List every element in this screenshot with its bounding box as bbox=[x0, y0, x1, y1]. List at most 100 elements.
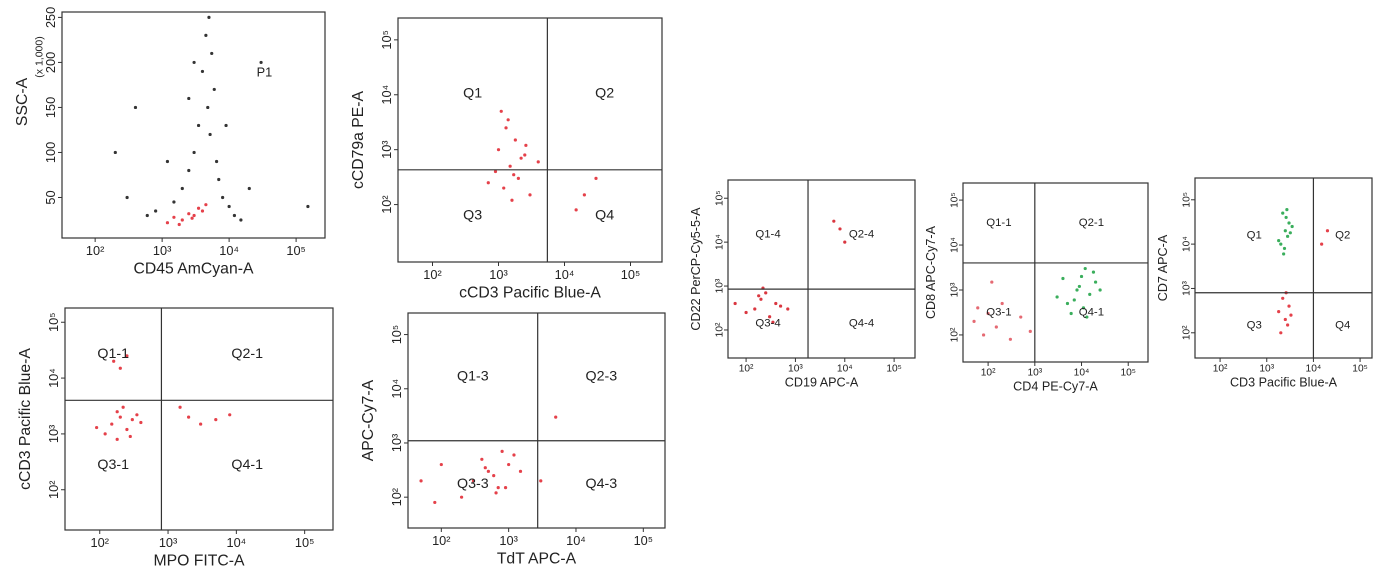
data-point bbox=[528, 193, 532, 197]
data-point bbox=[976, 306, 980, 310]
x-axis-label: CD3 Pacific Blue-A bbox=[1230, 376, 1338, 390]
data-point bbox=[232, 213, 237, 218]
data-point bbox=[471, 479, 476, 483]
y-tick-label: 10⁴ bbox=[46, 368, 61, 388]
data-point bbox=[483, 466, 487, 470]
quadrant-label: Q4-3 bbox=[586, 476, 618, 492]
y-tick-label: 10² bbox=[389, 488, 404, 506]
y-tick-label: 200 bbox=[43, 52, 58, 73]
data-point bbox=[228, 413, 232, 417]
data-point bbox=[582, 193, 586, 197]
data-point bbox=[1290, 224, 1294, 229]
data-point bbox=[486, 181, 490, 185]
gate-label: P1 bbox=[257, 64, 273, 79]
data-point bbox=[1320, 242, 1324, 246]
data-point bbox=[180, 218, 184, 222]
data-point bbox=[843, 240, 847, 244]
x-tick-label: 10⁴ bbox=[1074, 367, 1090, 378]
quadrant-label: Q2 bbox=[1335, 229, 1350, 241]
quadrant-label: Q1 bbox=[1247, 229, 1262, 241]
quadrant-label: Q1-3 bbox=[457, 369, 489, 385]
data-point bbox=[135, 413, 139, 417]
x-tick-label: 10⁴ bbox=[1306, 363, 1322, 374]
quadrant-label: Q3-1 bbox=[986, 306, 1011, 318]
y-tick-label: 10⁵ bbox=[379, 30, 394, 49]
y-tick-label: 10² bbox=[714, 322, 725, 337]
data-point bbox=[121, 405, 125, 409]
data-point bbox=[1282, 246, 1287, 251]
data-point bbox=[145, 213, 149, 218]
data-point bbox=[1286, 323, 1290, 327]
x-tick-label: 10⁴ bbox=[837, 363, 853, 374]
y-axis-label: cCD79a PE-A bbox=[350, 90, 367, 189]
x-axis-label: CD19 APC-A bbox=[785, 376, 859, 390]
plot-frame bbox=[64, 307, 334, 531]
data-point bbox=[192, 213, 196, 218]
x-tick-label: 10² bbox=[981, 367, 996, 378]
data-point bbox=[1091, 270, 1096, 274]
data-point bbox=[1281, 211, 1285, 215]
data-point bbox=[1083, 266, 1087, 271]
y-tick-label: 10⁵ bbox=[389, 325, 404, 344]
data-point bbox=[494, 491, 498, 495]
quadrant-label: Q3 bbox=[1247, 319, 1262, 331]
data-point bbox=[190, 216, 194, 220]
data-point bbox=[753, 307, 757, 311]
data-point bbox=[493, 169, 498, 174]
y-tick-label: 10⁵ bbox=[46, 313, 61, 332]
x-tick-label: 10⁴ bbox=[555, 267, 575, 282]
x-axis-label: CD45 AmCyan-A bbox=[134, 261, 254, 278]
x-tick-label: 10⁵ bbox=[1120, 367, 1136, 378]
x-tick-label: 10³ bbox=[499, 533, 517, 548]
data-point bbox=[1008, 337, 1012, 341]
data-point bbox=[1079, 274, 1084, 279]
data-point bbox=[513, 138, 517, 142]
data-point bbox=[1288, 231, 1292, 235]
data-point bbox=[133, 105, 138, 110]
data-point bbox=[1019, 315, 1023, 319]
y-tick-label: 10⁵ bbox=[949, 192, 960, 208]
quadrant-label: Q4 bbox=[1335, 319, 1350, 331]
data-point bbox=[1065, 301, 1070, 306]
data-point bbox=[1285, 208, 1289, 212]
data-point bbox=[172, 215, 176, 219]
data-point bbox=[199, 422, 203, 426]
data-point bbox=[1093, 280, 1098, 284]
data-point bbox=[187, 212, 191, 216]
y-tick-label: 50 bbox=[43, 190, 58, 204]
data-point bbox=[759, 297, 763, 301]
quadrant-label: Q1 bbox=[463, 86, 482, 102]
x-tick-label: 10³ bbox=[159, 535, 177, 550]
data-point bbox=[480, 457, 484, 461]
data-point bbox=[519, 156, 523, 160]
data-point bbox=[221, 195, 225, 200]
data-point bbox=[180, 186, 184, 191]
data-point bbox=[113, 150, 117, 155]
data-point bbox=[539, 479, 543, 483]
y-tick-label: 10³ bbox=[714, 278, 725, 293]
x-tick-label: 10² bbox=[1213, 363, 1228, 374]
quadrant-label: Q4-4 bbox=[849, 318, 874, 330]
y-axis-label: CD8 APC-Cy7-A bbox=[924, 225, 938, 319]
data-point bbox=[744, 310, 748, 315]
data-point bbox=[492, 474, 496, 478]
data-point bbox=[771, 320, 775, 324]
data-point bbox=[1072, 298, 1076, 302]
x-tick-label: 10⁵ bbox=[886, 363, 902, 374]
data-point bbox=[1028, 329, 1032, 333]
data-point bbox=[504, 126, 508, 130]
y-tick-label: 10³ bbox=[379, 140, 394, 158]
quadrant-label: Q4-1 bbox=[1079, 306, 1104, 318]
data-point bbox=[1283, 229, 1287, 233]
x-axis-label: cCD3 Pacific Blue-A bbox=[459, 285, 601, 302]
data-point bbox=[486, 469, 490, 473]
data-point bbox=[1277, 239, 1281, 243]
data-point bbox=[419, 479, 423, 483]
data-point bbox=[125, 427, 129, 432]
y-tick-label: 10⁴ bbox=[379, 85, 394, 105]
y-tick-label: 10² bbox=[379, 195, 394, 213]
data-point bbox=[1088, 292, 1092, 296]
data-point bbox=[512, 453, 516, 457]
data-point bbox=[130, 418, 134, 422]
data-point bbox=[103, 432, 107, 436]
